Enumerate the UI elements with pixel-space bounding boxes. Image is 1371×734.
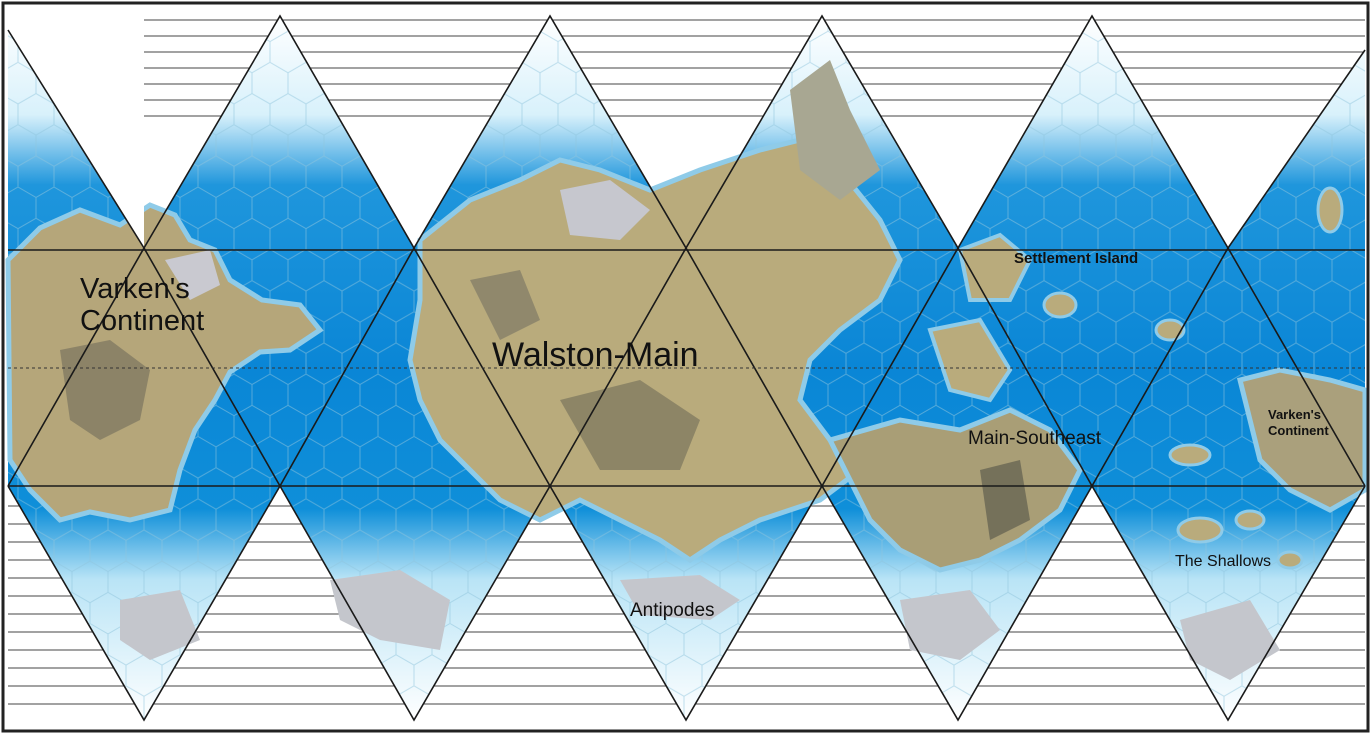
label-antipodes: Antipodes [630, 600, 715, 621]
south-ice-2 [620, 575, 740, 620]
south-ice-5 [1180, 600, 1280, 680]
south-ice-1 [330, 570, 450, 650]
label-varkens-continent-east-line2: Continent [1268, 423, 1329, 438]
label-walston-main: Walston-Main [492, 336, 699, 374]
label-varkens-continent-west-line1: Varken's [80, 273, 190, 305]
label-varkens-continent-east-line1: Varken's [1268, 407, 1321, 422]
south-ice-4 [120, 590, 200, 660]
label-the-shallows: The Shallows [1175, 553, 1271, 570]
varkens-continent-west [5, 202, 324, 523]
south-ice-3 [900, 590, 1000, 660]
varkens-continent-east [1236, 367, 1368, 513]
icosahedron-net [7, 14, 1366, 722]
label-settlement-island: Settlement Island [1014, 250, 1138, 267]
main-southeast [826, 407, 1083, 573]
label-varkens-continent-west-line2: Continent [80, 305, 204, 337]
triangle-mask [8, 0, 144, 248]
map-labels: Varken's Continent Walston-Main Settleme… [80, 250, 1329, 621]
label-main-southeast: Main-Southeast [968, 428, 1102, 449]
